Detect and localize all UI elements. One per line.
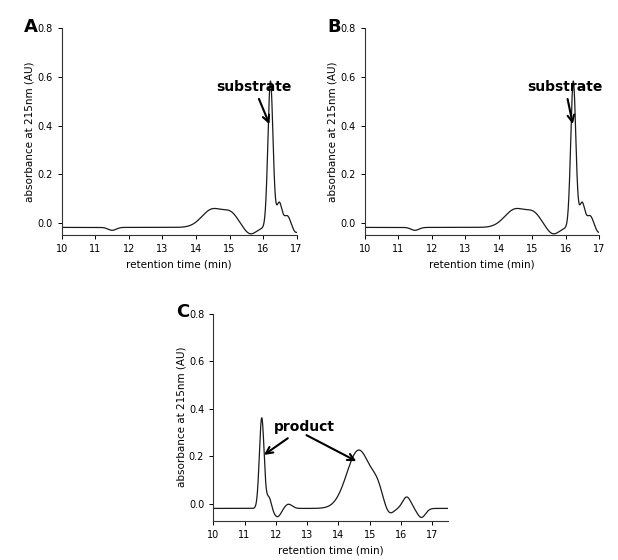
Text: A: A (24, 17, 38, 36)
Y-axis label: absorbance at 215nm (AU): absorbance at 215nm (AU) (328, 62, 337, 202)
X-axis label: retention time (min): retention time (min) (127, 260, 232, 270)
Text: product: product (266, 420, 334, 454)
Y-axis label: absorbance at 215nm (AU): absorbance at 215nm (AU) (176, 347, 186, 487)
Text: substrate: substrate (216, 80, 292, 122)
X-axis label: retention time (min): retention time (min) (278, 545, 383, 556)
Y-axis label: absorbance at 215nm (AU): absorbance at 215nm (AU) (25, 62, 35, 202)
Text: B: B (327, 17, 341, 36)
X-axis label: retention time (min): retention time (min) (430, 260, 535, 270)
Text: C: C (176, 304, 189, 321)
Text: substrate: substrate (527, 80, 603, 122)
